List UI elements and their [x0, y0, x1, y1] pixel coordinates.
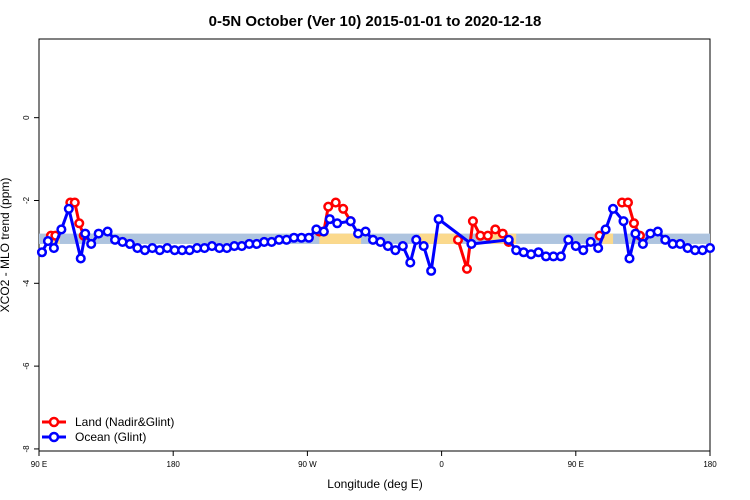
ocean-series-point: [433, 214, 444, 225]
ocean-series-point: [324, 214, 335, 225]
ocean-series-point: [533, 247, 544, 258]
ocean-series-point: [637, 238, 648, 250]
land-series-point: [490, 224, 501, 235]
ocean-series-point: [102, 226, 113, 237]
land-series-line: [456, 219, 510, 271]
ocean-series-point: [585, 236, 596, 247]
ocean-series-point: [360, 226, 371, 237]
y-tick-label: -2: [22, 196, 31, 204]
ocean-series-point: [704, 243, 716, 254]
ocean-series-point: [63, 203, 74, 214]
legend-ocean-label: Ocean (Glint): [75, 430, 146, 444]
land-series-point: [467, 216, 478, 227]
legend-ocean-marker: [48, 431, 60, 443]
land-series-point: [323, 201, 334, 212]
land-band: [490, 233, 517, 244]
land-series-point: [461, 263, 472, 274]
ocean-series-point: [303, 232, 314, 243]
x-tick-label: 90 E: [31, 460, 47, 469]
ocean-series-point: [600, 224, 611, 235]
y-tick-label: -4: [22, 279, 31, 287]
ocean-series-point: [93, 228, 104, 239]
ocean-series-point: [570, 240, 581, 252]
ocean-series-point: [426, 265, 437, 276]
ocean-series-point: [80, 228, 91, 239]
legend-land-label: Land (Nadir&Glint): [75, 415, 174, 429]
x-tick-label: 90 E: [568, 460, 584, 469]
ocean-series-point: [608, 203, 619, 214]
land-series-point: [482, 230, 493, 241]
y-axis: 0 -2 -4 -6 -8: [22, 115, 39, 453]
ocean-series-point: [466, 238, 477, 250]
ocean-series-point: [578, 245, 589, 256]
legend-land-marker: [48, 416, 60, 428]
ocean-series-point: [418, 240, 429, 252]
ocean-series-point: [411, 234, 422, 245]
land-band: [419, 233, 457, 244]
ocean-series-point: [75, 253, 86, 264]
ocean-series-point: [503, 234, 514, 245]
x-tick-label: 180: [167, 460, 181, 469]
ocean-series-point: [375, 236, 386, 247]
ocean-series-point: [618, 216, 629, 227]
ocean-series-point: [318, 226, 329, 237]
x-tick-label: 90 W: [298, 460, 317, 469]
y-tick-label: -8: [22, 445, 31, 453]
land-series-point: [622, 197, 634, 208]
x-tick-label: 180: [703, 460, 717, 469]
land-series-point: [452, 234, 464, 245]
x-axis-label: Longitude (deg E): [327, 477, 422, 491]
ocean-series-point: [675, 238, 686, 250]
ocean-series-point: [405, 257, 416, 268]
ocean-series-point: [42, 236, 53, 247]
ocean-series-point: [56, 224, 67, 235]
ocean-series-point: [630, 228, 641, 239]
x-axis: 90 E 180 90 W 0 90 E 180: [31, 451, 717, 469]
ocean-series-point: [86, 238, 97, 250]
chart-title: 0-5N October (Ver 10) 2015-01-01 to 2020…: [209, 13, 542, 30]
land-series-point: [330, 197, 341, 208]
x-tick-label: 0: [439, 460, 444, 469]
land-series-point: [628, 218, 640, 229]
ocean-series-point: [124, 238, 136, 250]
land-series-point: [69, 197, 80, 208]
land-series-point: [338, 203, 349, 214]
land-series-point: [74, 218, 85, 229]
ocean-series-point: [397, 240, 408, 252]
ocean-series-point: [36, 247, 48, 258]
ocean-series-point: [624, 253, 635, 264]
land-series-point: [497, 228, 508, 239]
y-tick-label: -6: [22, 362, 31, 370]
y-tick-label: 0: [22, 115, 31, 120]
ocean-series-point: [563, 234, 574, 245]
legend: Land (Nadir&Glint) Ocean (Glint): [42, 415, 174, 444]
ocean-series-point: [390, 245, 401, 256]
ocean-series-point: [555, 251, 566, 262]
land-band: [602, 233, 614, 244]
ocean-series-point: [593, 243, 604, 254]
ocean-series-point: [652, 226, 663, 237]
series-layer: [36, 197, 716, 276]
ocean-series-point: [332, 218, 343, 229]
ocean-series-point: [660, 234, 671, 245]
y-axis-label: XCO2 - MLO trend (ppm): [0, 178, 12, 313]
ocean-series-point: [48, 243, 59, 254]
ocean-series-point: [345, 216, 356, 227]
land-band: [319, 233, 362, 244]
ocean-series-point: [382, 240, 393, 252]
